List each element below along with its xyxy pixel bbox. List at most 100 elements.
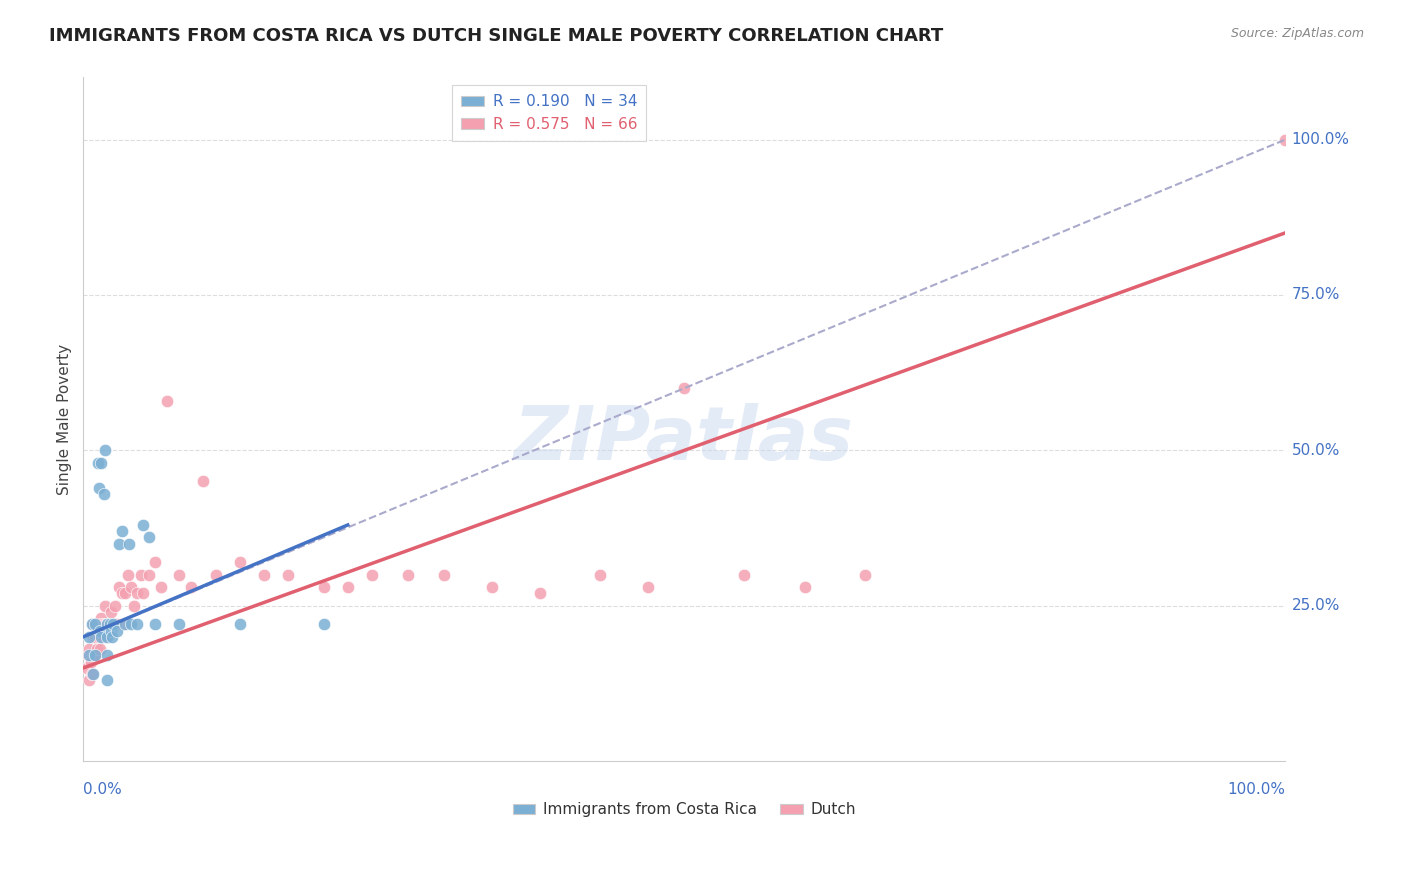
Dutch (733, 567, 755, 582)
Dutch (228, 555, 250, 569)
Dutch (396, 567, 419, 582)
Legend: Immigrants from Costa Rica, Dutch: Immigrants from Costa Rica, Dutch (506, 797, 862, 823)
Dutch (132, 586, 155, 600)
Dutch (98, 617, 121, 632)
Dutch (312, 580, 335, 594)
Dutch (277, 567, 299, 582)
Dutch (673, 381, 696, 395)
Immigrants from Costa Rica (108, 536, 131, 550)
Dutch (91, 630, 114, 644)
Immigrants from Costa Rica (118, 536, 141, 550)
Dutch (77, 648, 100, 663)
Immigrants from Costa Rica (228, 617, 250, 632)
Dutch (193, 475, 215, 489)
Immigrants from Costa Rica (312, 617, 335, 632)
Immigrants from Costa Rica (105, 624, 128, 638)
Dutch (96, 630, 118, 644)
Dutch (637, 580, 659, 594)
Dutch (105, 617, 128, 632)
Dutch (150, 580, 173, 594)
Dutch (481, 580, 503, 594)
Immigrants from Costa Rica (169, 617, 191, 632)
Dutch (853, 567, 876, 582)
Dutch (84, 617, 107, 632)
Immigrants from Costa Rica (79, 630, 101, 644)
Dutch (82, 630, 104, 644)
Immigrants from Costa Rica (90, 630, 112, 644)
Dutch (180, 580, 202, 594)
Immigrants from Costa Rica (93, 487, 115, 501)
Immigrants from Costa Rica (120, 617, 142, 632)
Dutch (122, 599, 145, 613)
Dutch (83, 648, 105, 663)
Immigrants from Costa Rica (145, 617, 167, 632)
Dutch (96, 617, 118, 632)
Dutch (103, 617, 125, 632)
Immigrants from Costa Rica (132, 518, 155, 533)
Immigrants from Costa Rica (111, 524, 134, 538)
Dutch (433, 567, 456, 582)
Dutch (529, 586, 551, 600)
Dutch (90, 617, 112, 632)
Immigrants from Costa Rica (100, 624, 122, 638)
Immigrants from Costa Rica (103, 617, 125, 632)
Dutch (79, 655, 101, 669)
Dutch (87, 630, 110, 644)
Dutch (111, 617, 134, 632)
Text: Source: ZipAtlas.com: Source: ZipAtlas.com (1230, 27, 1364, 40)
Dutch (336, 580, 359, 594)
Immigrants from Costa Rica (80, 617, 103, 632)
Dutch (86, 642, 108, 657)
Dutch (169, 567, 191, 582)
Text: IMMIGRANTS FROM COSTA RICA VS DUTCH SINGLE MALE POVERTY CORRELATION CHART: IMMIGRANTS FROM COSTA RICA VS DUTCH SING… (49, 27, 943, 45)
Text: 75.0%: 75.0% (1291, 287, 1340, 302)
Immigrants from Costa Rica (84, 648, 107, 663)
Dutch (111, 586, 134, 600)
Immigrants from Costa Rica (114, 617, 136, 632)
Dutch (156, 393, 179, 408)
Dutch (127, 586, 149, 600)
Dutch (93, 617, 115, 632)
Dutch (129, 567, 152, 582)
Immigrants from Costa Rica (96, 673, 118, 688)
Immigrants from Costa Rica (96, 630, 118, 644)
Dutch (1274, 132, 1296, 146)
Dutch (204, 567, 226, 582)
Dutch (84, 630, 107, 644)
Dutch (80, 667, 103, 681)
Dutch (94, 599, 117, 613)
Dutch (84, 648, 107, 663)
Dutch (86, 617, 108, 632)
Dutch (114, 586, 136, 600)
Text: 0.0%: 0.0% (83, 781, 122, 797)
Text: 25.0%: 25.0% (1291, 599, 1340, 614)
Immigrants from Costa Rica (87, 481, 110, 495)
Immigrants from Costa Rica (96, 648, 118, 663)
Dutch (138, 567, 160, 582)
Dutch (82, 617, 104, 632)
Dutch (117, 567, 139, 582)
Immigrants from Costa Rica (98, 617, 121, 632)
Dutch (360, 567, 382, 582)
Dutch (145, 555, 167, 569)
Dutch (76, 661, 98, 675)
Dutch (89, 642, 111, 657)
Dutch (97, 617, 120, 632)
Dutch (120, 580, 142, 594)
Immigrants from Costa Rica (138, 530, 160, 544)
Dutch (252, 567, 274, 582)
Dutch (103, 599, 125, 613)
Text: 100.0%: 100.0% (1227, 781, 1285, 797)
Immigrants from Costa Rica (82, 667, 104, 681)
Dutch (79, 642, 101, 657)
Dutch (100, 605, 122, 619)
Dutch (94, 617, 117, 632)
Dutch (90, 611, 112, 625)
Immigrants from Costa Rica (86, 456, 108, 470)
Immigrants from Costa Rica (79, 648, 101, 663)
Text: 50.0%: 50.0% (1291, 442, 1340, 458)
Immigrants from Costa Rica (101, 630, 124, 644)
Immigrants from Costa Rica (127, 617, 149, 632)
Immigrants from Costa Rica (84, 617, 107, 632)
Dutch (793, 580, 815, 594)
